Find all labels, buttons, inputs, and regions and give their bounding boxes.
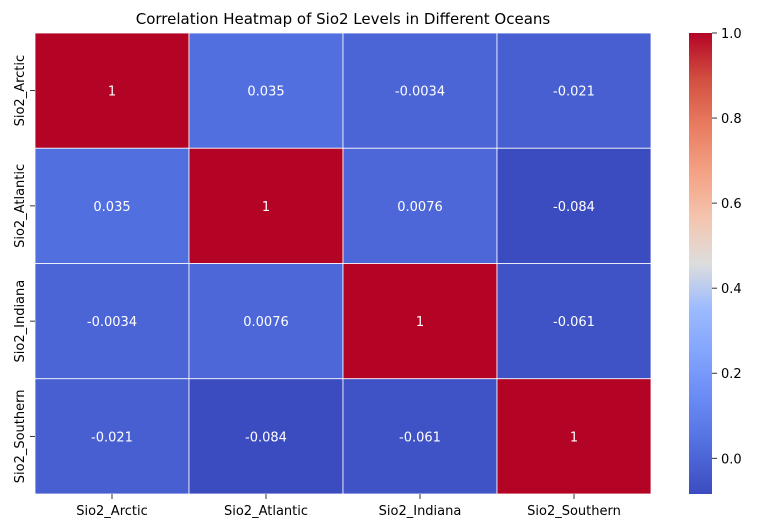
cell-value-label: 1 xyxy=(416,315,424,330)
x-tick-label: Sio2_Indiana xyxy=(379,504,462,519)
y-tick-label: Sio2_Indiana xyxy=(13,280,28,363)
x-tick-label: Sio2_Arctic xyxy=(76,504,148,519)
heatmap-cell xyxy=(342,147,498,264)
heatmap-cell xyxy=(188,147,344,264)
colorbar-tick-label: 0.4 xyxy=(721,282,742,297)
x-tick-label: Sio2_Southern xyxy=(527,504,621,519)
x-tick-label: Sio2_Atlantic xyxy=(224,504,308,519)
cell-value-label: 0.035 xyxy=(93,200,130,215)
y-tick-label: Sio2_Arctic xyxy=(13,55,28,127)
cell-value-label: -0.084 xyxy=(245,430,287,445)
heatmap-cell xyxy=(496,147,652,264)
x-axis: Sio2_Arctic Sio2_Atlantic Sio2_Indiana Sio2… xyxy=(76,494,621,519)
heatmap-annotations: 1 0.035 -0.0034 -0.021 0.035 1 0.0076 -0.084 -0.… xyxy=(87,85,595,446)
cell-value-label: -0.021 xyxy=(553,85,595,100)
cell-value-label: 0.0076 xyxy=(397,200,443,215)
colorbar: 0.0 0.2 0.4 0.6 0.8 1.0 xyxy=(689,27,742,494)
cell-value-label: 0.035 xyxy=(247,85,284,100)
colorbar-tick-label: 0.2 xyxy=(721,367,742,382)
cell-value-label: 1 xyxy=(108,85,116,100)
heatmap-cell xyxy=(34,378,190,495)
colorbar-tick-label: 0.6 xyxy=(721,197,742,212)
cell-value-label: 0.0076 xyxy=(243,315,289,330)
cell-value-label: 1 xyxy=(570,430,578,445)
y-tick-label: Sio2_Atlantic xyxy=(13,164,28,248)
heatmap-cell xyxy=(188,378,344,495)
colorbar-tick-label: 0.0 xyxy=(721,452,742,467)
cell-value-label: -0.061 xyxy=(553,315,595,330)
cell-value-label: -0.084 xyxy=(553,200,595,215)
heatmap-cell xyxy=(188,263,344,380)
cell-value-label: -0.061 xyxy=(399,430,441,445)
chart-title: Correlation Heatmap of Sio2 Levels in Di… xyxy=(136,10,551,28)
cell-value-label: 1 xyxy=(262,200,270,215)
heatmap-cell xyxy=(342,378,498,495)
heatmap-cell xyxy=(496,263,652,380)
heatmap-cells xyxy=(34,32,652,495)
heatmap-cell xyxy=(496,378,652,495)
heatmap-cell xyxy=(34,32,190,149)
colorbar-gradient xyxy=(689,33,712,494)
heatmap-cell xyxy=(342,32,498,149)
colorbar-tick-label: 0.8 xyxy=(721,112,742,127)
heatmap-cell xyxy=(188,32,344,149)
y-tick-label: Sio2_Southern xyxy=(13,390,28,484)
cell-value-label: -0.021 xyxy=(91,430,133,445)
y-axis: Sio2_Arctic Sio2_Atlantic Sio2_Indiana Sio2… xyxy=(13,55,35,483)
colorbar-tick-label: 1.0 xyxy=(721,27,742,42)
heatmap-cell xyxy=(34,147,190,264)
cell-value-label: -0.0034 xyxy=(395,85,445,100)
heatmap-cell xyxy=(496,32,652,149)
cell-value-label: -0.0034 xyxy=(87,315,137,330)
